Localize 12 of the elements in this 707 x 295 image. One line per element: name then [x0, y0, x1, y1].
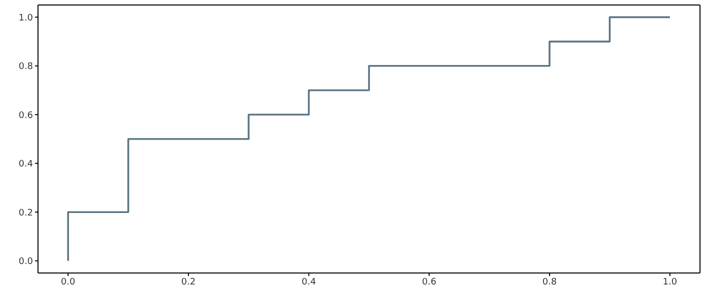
x-tick-label: 0.8 [542, 277, 557, 288]
x-tick-label: 0.6 [422, 277, 437, 288]
y-tick-label: 0.4 [18, 160, 34, 170]
y-tick-label: 0.0 [18, 257, 34, 268]
y-tick-label: 0.8 [18, 62, 34, 72]
x-tick-label: 0.4 [302, 277, 316, 288]
y-tick-label: 0.2 [18, 208, 33, 218]
x-tick-label: 1.0 [662, 277, 678, 288]
y-tick-label: 1.0 [18, 13, 34, 24]
y-tick-label: 0.6 [18, 110, 34, 121]
x-tick-label: 0.0 [60, 277, 76, 288]
x-tick-label: 0.2 [181, 277, 196, 288]
